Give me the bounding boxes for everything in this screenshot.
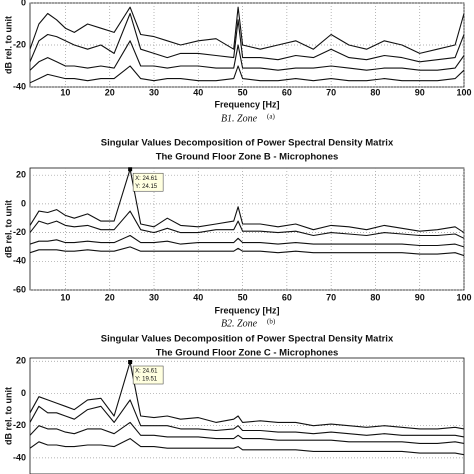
chart-title: The Ground Floor Zone C - Microphones (156, 348, 339, 359)
series-line (30, 40, 464, 71)
data-tip-box (132, 365, 164, 385)
series-line (30, 12, 464, 63)
y-tick-label: 20 (16, 170, 26, 180)
y-tick-label: -20 (13, 39, 26, 49)
series-line (30, 438, 464, 456)
lines (30, 361, 464, 456)
y-tick-label: 0 (21, 0, 26, 7)
data-tip-text: X: 24.61 (135, 176, 158, 182)
data-tip-text: Y: 19.51 (135, 377, 158, 383)
x-tick-label: 20 (105, 87, 115, 97)
y-tick-label: -40 (13, 452, 26, 462)
x-tick-label: 90 (415, 87, 425, 97)
x-tick-label: 100 (456, 87, 471, 97)
x-tick-label: 70 (326, 87, 336, 97)
y-axis-label: dB rel. to unit (3, 387, 13, 445)
plot-area (29, 167, 465, 291)
series-line (30, 399, 464, 438)
data-tip-text: X: 24.61 (135, 369, 158, 375)
y-axis-label: dB rel. to unit (3, 200, 13, 258)
x-tick-label: 10 (60, 292, 70, 302)
y-tick-label: -40 (13, 256, 26, 266)
y-axis-label: dB rel. to unit (3, 16, 13, 74)
plot-area (29, 357, 465, 474)
series-line (30, 168, 464, 234)
series-line (30, 65, 464, 84)
x-tick-label: 50 (238, 292, 248, 302)
series-line (30, 210, 464, 239)
series-line (30, 246, 464, 257)
lines (30, 168, 464, 257)
x-tick-label: 20 (105, 292, 115, 302)
series-line (30, 421, 464, 444)
y-tick-label: -60 (13, 284, 26, 294)
series-line (30, 234, 464, 248)
y-tick-label: -40 (13, 81, 26, 91)
x-tick-label: 80 (370, 87, 380, 97)
data-tip-marker (128, 360, 133, 365)
chart-title: Singular Values Decomposition of Power S… (101, 334, 394, 345)
caption: B2. Zone (221, 318, 258, 329)
lines (30, 6, 464, 84)
y-tick-label: 0 (21, 388, 26, 398)
x-tick-label: 80 (370, 292, 380, 302)
caption-tag: (a) (267, 113, 275, 121)
caption-tag: (b) (267, 318, 276, 326)
x-tick-label: 70 (326, 292, 336, 302)
y-tick-label: -20 (13, 420, 26, 430)
caption: B1. Zone (221, 113, 258, 124)
x-axis-label: Frequency [Hz] (214, 99, 279, 109)
y-tick-label: 0 (21, 198, 26, 208)
data-tip-marker (128, 167, 133, 172)
x-axis-label: Frequency [Hz] (214, 305, 279, 315)
x-tick-label: 10 (60, 87, 70, 97)
x-tick-label: 100 (456, 292, 471, 302)
x-tick-label: 60 (282, 87, 292, 97)
x-tick-label: 40 (193, 87, 203, 97)
series-line (30, 6, 464, 54)
chart-title: The Ground Floor Zone B - Microphones (156, 152, 339, 163)
y-tick-label: -20 (13, 227, 26, 237)
x-tick-label: 50 (238, 87, 248, 97)
x-tick-label: 60 (282, 292, 292, 302)
x-tick-label: 30 (149, 292, 159, 302)
x-tick-label: 30 (149, 87, 159, 97)
y-tick-label: 20 (16, 356, 26, 366)
data-tip-box (132, 172, 164, 192)
x-tick-label: 40 (193, 292, 203, 302)
data-tip-text: Y: 24.15 (135, 184, 158, 190)
x-tick-label: 90 (415, 292, 425, 302)
series-line (30, 361, 464, 430)
chart-title: Singular Values Decomposition of Power S… (101, 138, 394, 149)
